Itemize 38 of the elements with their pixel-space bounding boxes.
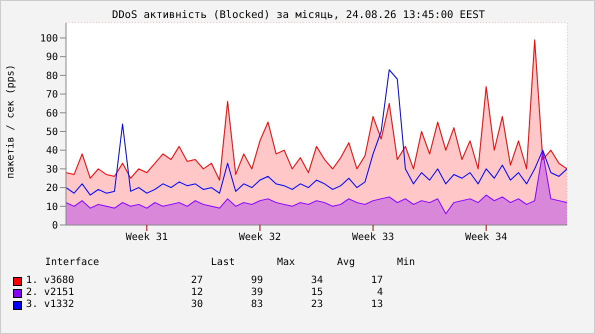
text: 13 [370,299,383,311]
text: 99 [250,275,263,287]
y-tick-label: 0 [52,220,58,232]
chart-title: DDoS активність (Blocked) за місяць, 24.08.26 13:45:00 EEST [111,9,486,21]
x-tick-label: Week 31 [126,232,168,244]
y-tick-label: 30 [46,164,58,176]
y-tick-label: 80 [46,70,58,82]
text: 23 [310,299,323,311]
y-tick-label: 70 [46,90,58,101]
text: Last [210,257,235,269]
y-tick-label: 50 [46,127,58,138]
text: 17 [370,275,383,287]
line-series [66,69,567,196]
text: Avg [336,257,355,269]
text: 4 [376,287,383,299]
text: Interface [44,257,100,269]
legend-label: 1. v3680 [26,275,74,287]
text: 39 [250,287,263,299]
x-tick-label: Week 33 [352,232,394,244]
text: 34 [310,275,323,287]
text: 27 [190,275,203,287]
y-tick-label: 100 [40,34,58,45]
y-tick-label: 90 [46,52,58,64]
text: 83 [250,299,263,311]
text: Min [396,257,415,269]
legend-label: 3. v1332 [26,299,74,311]
y-axis-title: пакетів / сек (pps) [6,64,17,178]
y-tick-label: 10 [46,202,58,213]
legend-label: 2. v2151 [26,287,74,299]
text: 12 [190,287,203,299]
text: 15 [310,287,323,299]
text: 30 [190,299,203,311]
y-tick-label: 40 [46,146,58,157]
y-tick-label: 60 [46,108,58,120]
y-tick-label: 20 [46,183,58,194]
text: Max [276,257,295,269]
x-tick-label: Week 32 [238,232,282,244]
x-tick-label: Week 34 [465,232,508,244]
